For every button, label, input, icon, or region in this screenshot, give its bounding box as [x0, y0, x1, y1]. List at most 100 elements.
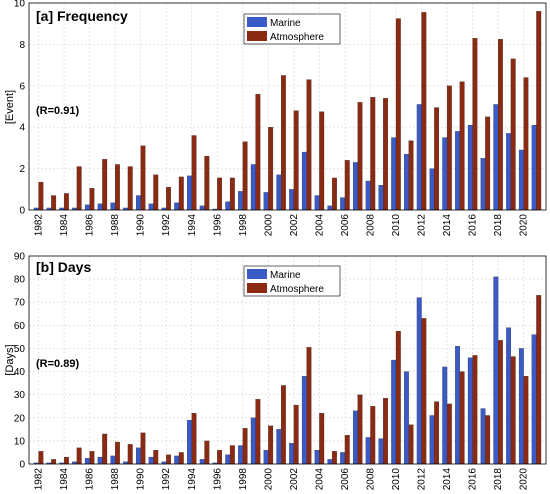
days-bar-marine — [110, 455, 116, 465]
days-x-tick-label: 2018 — [493, 468, 504, 491]
frequency-bar-marine — [391, 137, 397, 211]
frequency-bar-atmosphere — [319, 111, 325, 211]
frequency-x-tick-label: 1994 — [187, 214, 198, 237]
days-bar-marine — [531, 334, 537, 465]
days-x-tick-label: 1994 — [187, 468, 198, 491]
frequency-y-tick-label: 10 — [14, 0, 26, 10]
frequency-legend-label-marine: Marine — [270, 18, 301, 29]
days-chart: 0 10 20 30 40 50 60 70 80 90 1982 1984 1986 1988 1990… — [4, 252, 547, 491]
frequency-plot-frame — [28, 2, 547, 211]
days-x-tick-label: 1998 — [238, 468, 249, 491]
days-x-tick-label: 1996 — [212, 468, 223, 491]
days-bar-atmosphere — [217, 450, 223, 465]
frequency-bar-marine — [378, 185, 384, 211]
days-bar-atmosphere — [459, 371, 465, 465]
days-bar-marine — [187, 419, 192, 465]
days-bar-marine — [250, 417, 256, 465]
days-bar-marine — [314, 450, 320, 465]
days-x-tick-label: 2002 — [289, 468, 300, 491]
frequency-chart: 0 2 4 6 8 10 1982 1984 1986 1988 1990 1992 1994 1996… — [4, 0, 547, 237]
frequency-bar-atmosphere — [280, 75, 286, 211]
days-x-ticks: 1982 1984 1986 1988 1990 1992 1994 1996 1998 2000… — [34, 468, 530, 491]
frequency-bar-marine — [404, 153, 409, 211]
days-bar-atmosphere — [153, 450, 159, 465]
frequency-bar-atmosphere — [421, 12, 427, 211]
frequency-bar-marine — [314, 195, 320, 211]
days-bar-atmosphere — [306, 347, 312, 465]
frequency-y-tick-label: 8 — [19, 40, 25, 51]
days-bar-atmosphere — [204, 440, 210, 465]
days-bar-atmosphere — [319, 413, 325, 465]
days-bar-marine — [225, 454, 231, 465]
days-bar-atmosphere — [472, 355, 478, 465]
frequency-bar-atmosphere — [357, 102, 363, 211]
frequency-y-tick-label: 6 — [19, 81, 25, 92]
days-bar-atmosphere — [38, 451, 44, 465]
frequency-bar-atmosphere — [255, 93, 261, 211]
days-bar-atmosphere — [408, 424, 414, 465]
days-x-tick-label: 1986 — [85, 468, 96, 491]
frequency-y-tick-label: 4 — [19, 123, 25, 134]
frequency-x-tick-label: 2000 — [263, 214, 274, 237]
days-bar-atmosphere — [357, 394, 363, 465]
frequency-bar-atmosphere — [178, 176, 184, 211]
frequency-bar-marine — [480, 158, 486, 211]
days-x-tick-label: 2006 — [340, 468, 351, 491]
days-bar-marine — [97, 456, 103, 465]
frequency-x-tick-label: 1998 — [238, 214, 249, 237]
days-bar-atmosphere — [51, 459, 57, 465]
days-y-tick-label: 0 — [19, 460, 25, 471]
frequency-bar-marine — [467, 125, 473, 211]
frequency-bar-marine — [327, 205, 333, 211]
days-bar-marine — [199, 459, 205, 465]
frequency-title: [a] Frequency — [36, 8, 128, 24]
days-y-tick-label: 80 — [14, 275, 26, 286]
frequency-x-tick-label: 2006 — [340, 214, 351, 237]
frequency-bar-atmosphere — [510, 58, 516, 211]
frequency-bar-marine — [238, 191, 243, 211]
days-bar-marine — [174, 455, 180, 465]
frequency-bar-marine — [416, 104, 422, 211]
days-bar-atmosphere — [191, 413, 197, 465]
frequency-bar-atmosphere — [332, 177, 337, 211]
frequency-x-tick-label: 1988 — [110, 214, 121, 237]
frequency-bar-atmosphere — [153, 174, 159, 211]
frequency-bar-marine — [276, 174, 282, 211]
days-x-tick-label: 1984 — [59, 468, 70, 491]
days-bars — [33, 276, 542, 465]
frequency-bar-marine — [289, 189, 295, 211]
frequency-x-tick-label: 1990 — [136, 214, 147, 237]
days-bar-atmosphere — [229, 445, 235, 465]
days-legend: Marine Atmosphere — [243, 265, 341, 297]
days-bar-marine — [148, 456, 154, 465]
days-x-tick-label: 2016 — [468, 468, 479, 491]
frequency-bar-marine — [340, 197, 346, 211]
days-y-tick-label: 10 — [14, 436, 26, 447]
days-y-axis-label: [Days] — [4, 344, 16, 375]
days-r-annotation: (R=0.89) — [36, 358, 79, 370]
frequency-x-tick-label: 2012 — [417, 214, 428, 237]
frequency-x-tick-label: 2002 — [289, 214, 300, 237]
frequency-bar-marine — [250, 164, 256, 211]
frequency-y-ticks: 0 2 4 6 8 10 — [14, 0, 26, 217]
days-bar-marine — [238, 445, 243, 465]
frequency-bar-atmosphere — [127, 166, 133, 211]
days-bar-atmosphere — [383, 398, 388, 465]
frequency-y-axis-label: [Event] — [4, 90, 16, 124]
frequency-bar-atmosphere — [523, 77, 529, 211]
frequency-bar-atmosphere — [63, 193, 69, 211]
frequency-bar-atmosphere — [102, 159, 108, 211]
frequency-bar-atmosphere — [306, 79, 312, 211]
frequency-bar-atmosphere — [370, 97, 376, 211]
days-x-tick-label: 1990 — [136, 468, 147, 491]
days-bar-atmosphere — [255, 399, 261, 465]
frequency-legend-label-atmosphere: Atmosphere — [270, 32, 324, 43]
days-bar-marine — [84, 458, 90, 465]
days-y-tick-label: 30 — [14, 390, 26, 401]
days-bar-atmosphere — [268, 425, 274, 465]
days-bar-atmosphere — [498, 340, 503, 465]
days-y-tick-label: 70 — [14, 298, 26, 309]
frequency-x-tick-label: 1984 — [59, 214, 70, 237]
frequency-bar-atmosphere — [459, 81, 465, 211]
days-bar-atmosphere — [127, 444, 133, 465]
